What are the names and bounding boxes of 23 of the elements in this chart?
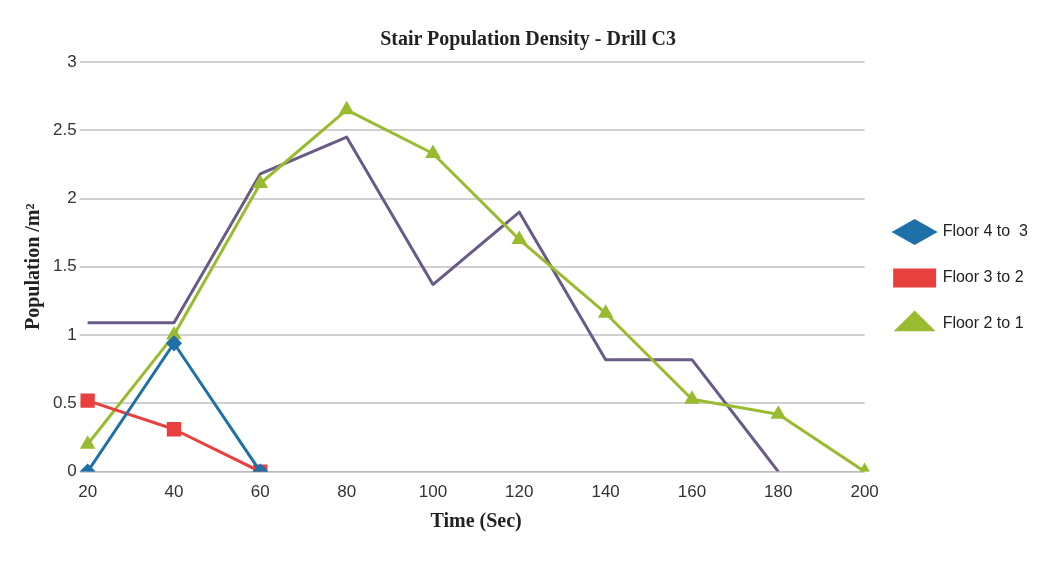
x-tick-label: 100 (418, 482, 448, 502)
y-axis-title: Population /m² (21, 203, 45, 331)
x-tick-label: 40 (164, 482, 184, 502)
x-tick-label: 20 (78, 482, 98, 502)
y-tick-label: 2 (67, 188, 77, 208)
legend-label: Floor 4 to 3 (942, 222, 1029, 240)
x-axis-title: Time (Sec) (430, 509, 522, 533)
y-tick-label: 1 (67, 324, 77, 344)
y-tick-label: 0 (67, 461, 77, 481)
chart-title: Stair Population Density - Drill C3 (380, 27, 676, 51)
x-tick-label: 140 (591, 482, 620, 502)
x-tick-label: 180 (764, 482, 793, 502)
x-tick-label: 80 (337, 482, 357, 502)
x-tick-label: 120 (505, 482, 534, 502)
x-tick-label: 200 (850, 482, 879, 502)
y-tick-label: 1.5 (52, 256, 77, 276)
y-tick-label: 3 (67, 51, 77, 71)
x-tick-label: 160 (677, 482, 707, 502)
legend-label: Floor 2 to 1 (942, 314, 1024, 332)
legend-label: Floor 3 to 2 (942, 268, 1024, 286)
y-tick-label: 0.5 (52, 393, 77, 413)
x-tick-label: 60 (250, 482, 270, 502)
y-tick-label: 2.5 (52, 119, 77, 139)
